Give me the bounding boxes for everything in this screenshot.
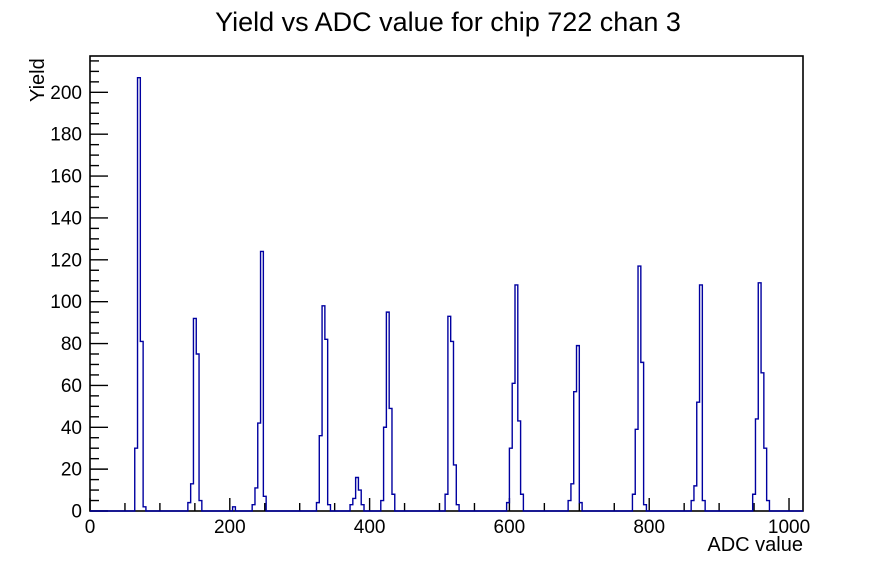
svg-text:600: 600 [494,517,526,538]
svg-text:1000: 1000 [768,517,810,538]
svg-text:0: 0 [71,502,82,523]
chart-title: Yield vs ADC value for chip 722 chan 3 [215,7,681,37]
svg-text:20: 20 [61,460,82,481]
svg-text:180: 180 [50,125,82,146]
svg-text:60: 60 [61,376,82,397]
svg-text:120: 120 [50,250,82,271]
plot-frame [89,55,804,512]
svg-text:200: 200 [214,517,246,538]
svg-text:200: 200 [50,83,82,104]
svg-text:40: 40 [61,418,82,439]
svg-text:100: 100 [50,292,82,313]
axis-ticks [89,60,790,512]
svg-text:80: 80 [61,334,82,355]
histogram-line [90,76,803,512]
x-axis-title: ADC value [707,534,803,556]
tick-labels: 0 20 40 60 80 100 120 140 160 180 200 0 200 400 600 800… [50,83,810,538]
svg-text:400: 400 [354,517,386,538]
svg-text:160: 160 [50,167,82,188]
svg-text:0: 0 [85,517,96,538]
svg-text:800: 800 [633,517,665,538]
svg-text:140: 140 [50,208,82,229]
